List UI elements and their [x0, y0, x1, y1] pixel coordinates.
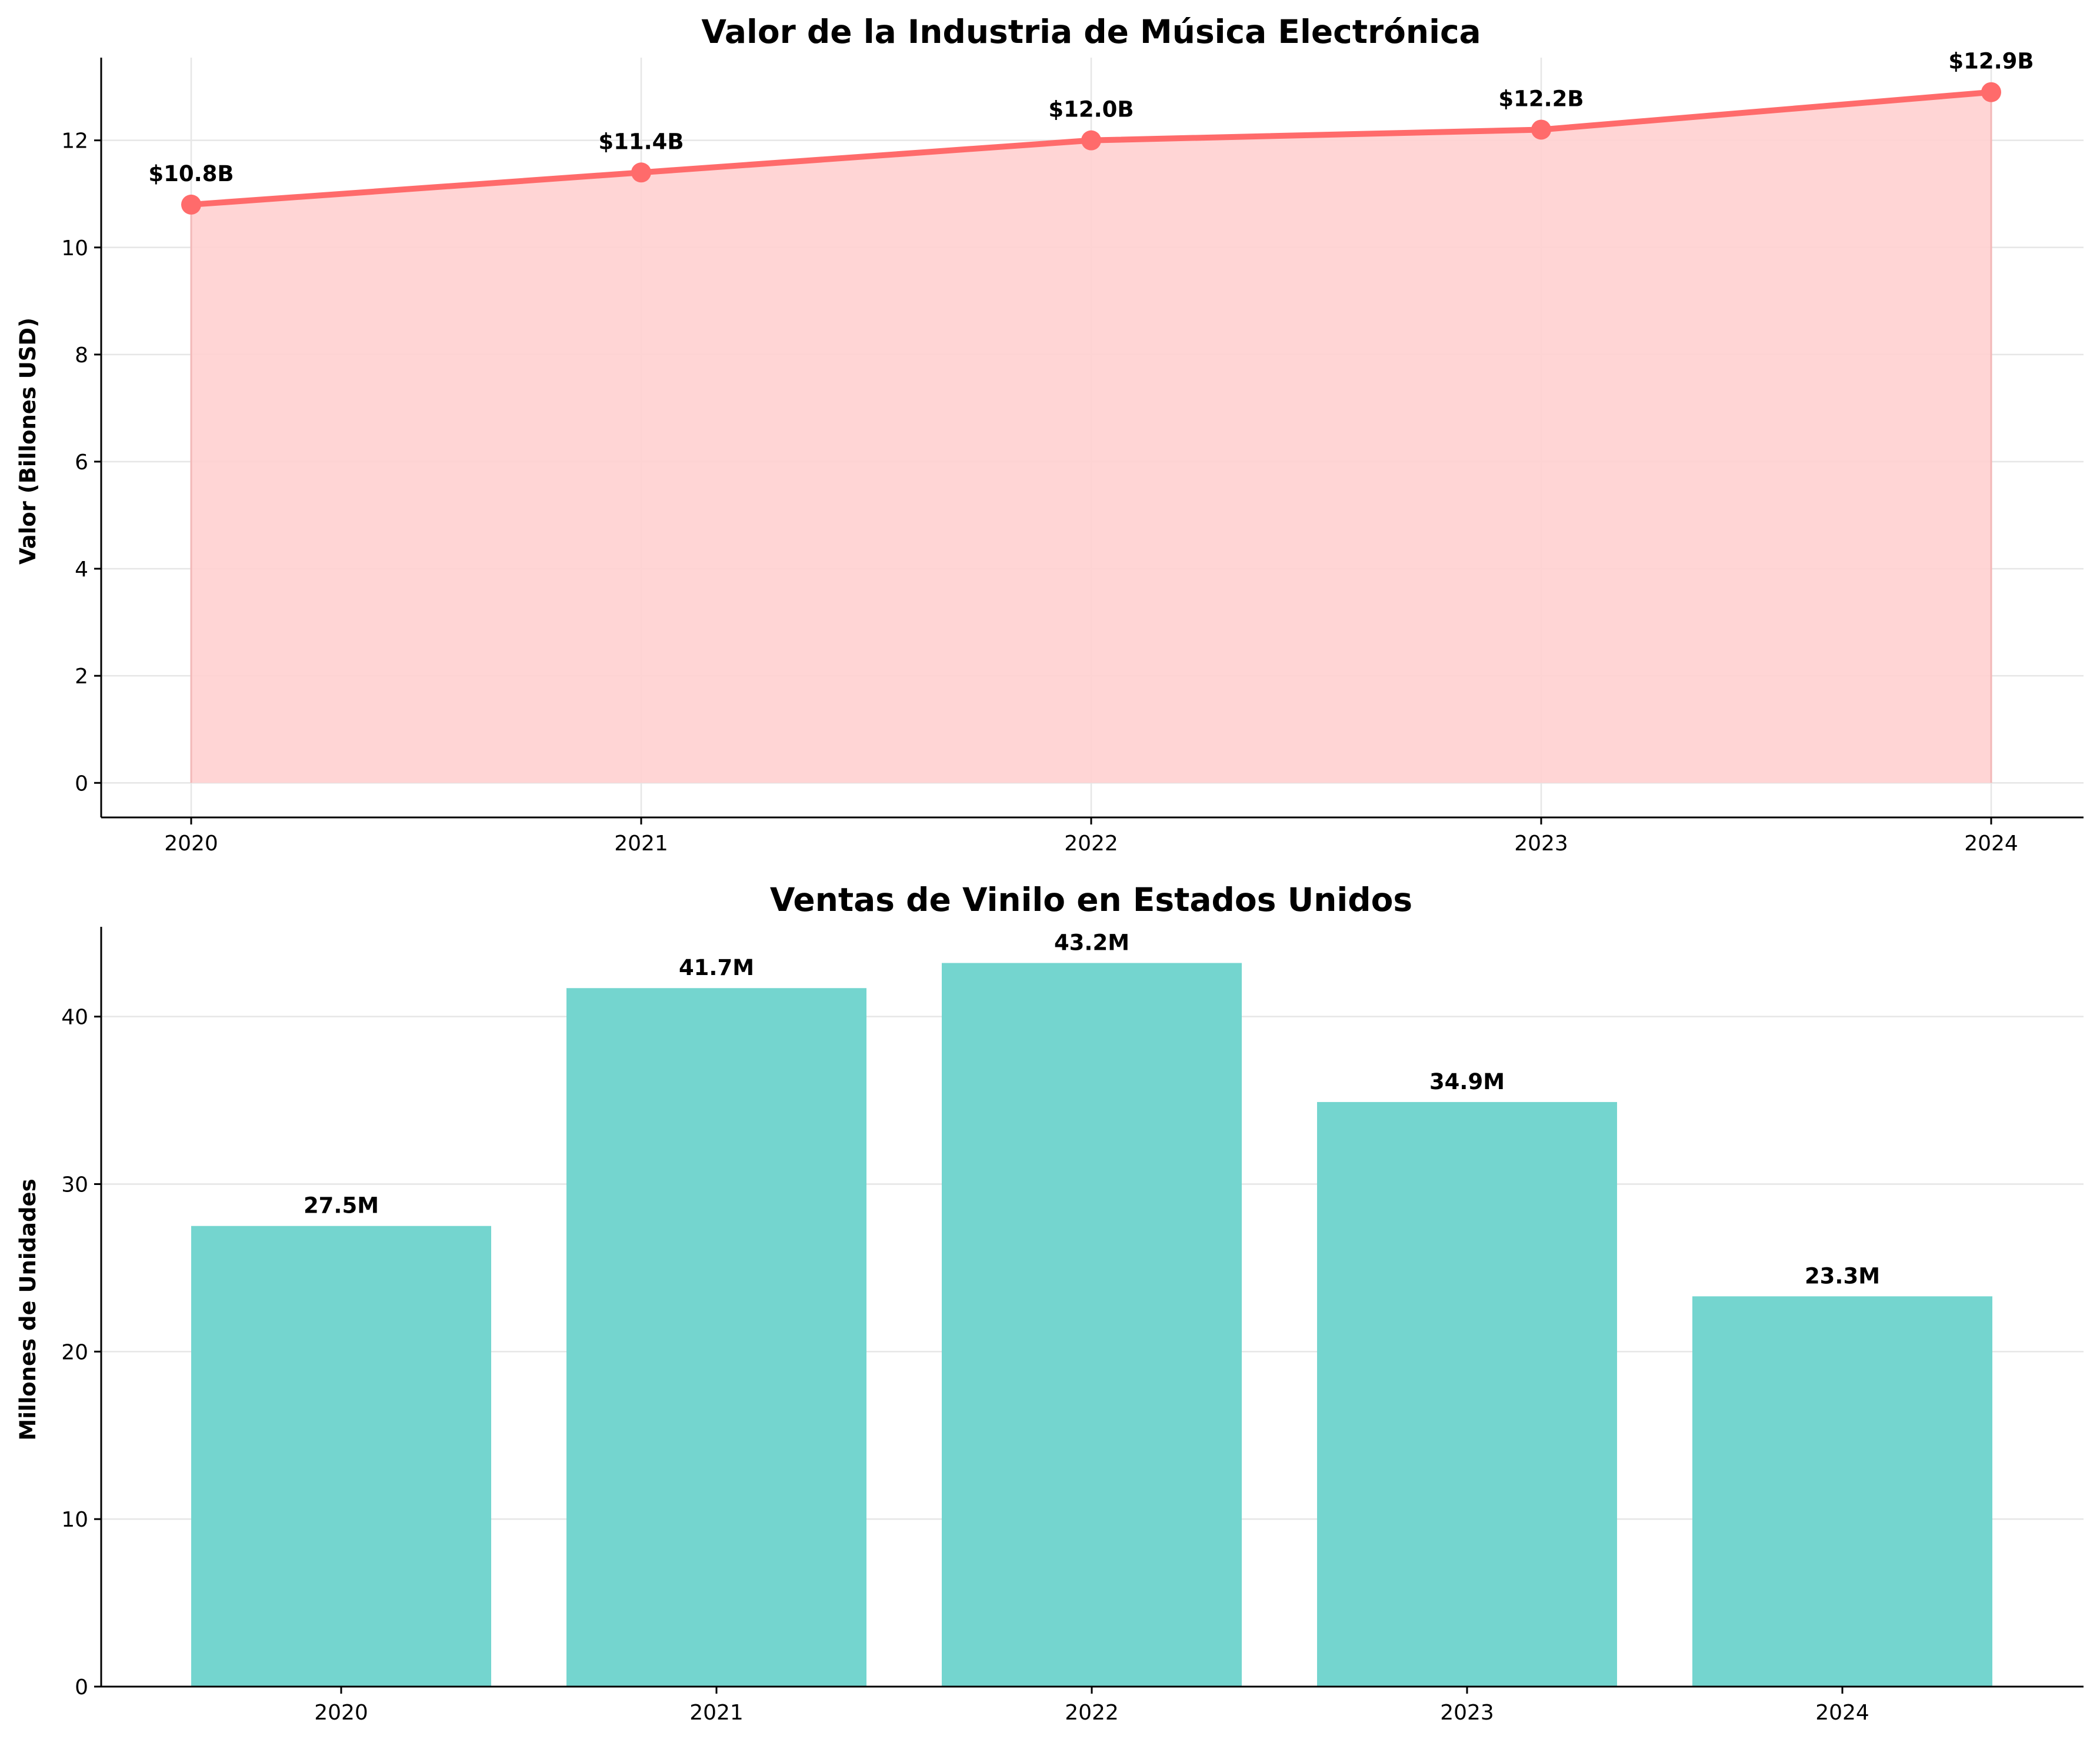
y-axis-label: Millones de Unidades [15, 1179, 41, 1440]
area-chart-industry-value: Valor de la Industria de Música Electrón… [15, 13, 2084, 856]
x-tick-label: 2021 [614, 832, 668, 856]
data-label: 43.2M [1054, 930, 1129, 956]
y-tick-label: 12 [61, 129, 88, 153]
data-label: $12.9B [1948, 49, 2034, 74]
bar [1317, 1101, 1617, 1687]
chart-title: Valor de la Industria de Música Electrón… [701, 13, 1481, 51]
data-label: $11.4B [598, 129, 684, 154]
chart-title: Ventas de Vinilo en Estados Unidos [770, 881, 1412, 919]
y-tick-label: 40 [61, 1006, 88, 1030]
data-label: $12.0B [1048, 97, 1134, 122]
x-tick-label: 2023 [1440, 1701, 1494, 1725]
data-point [1531, 119, 1551, 140]
bar-chart-vinyl-sales: Ventas de Vinilo en Estados Unidos Millo… [15, 881, 2084, 1725]
y-tick-label: 6 [75, 450, 88, 475]
y-tick-label: 0 [75, 1675, 88, 1700]
bar [191, 1226, 491, 1687]
x-tick-label: 2023 [1514, 832, 1568, 856]
data-point [631, 162, 651, 183]
area-fill [191, 92, 1991, 783]
bar [566, 988, 866, 1687]
x-tick-label: 2021 [689, 1701, 744, 1725]
data-label: 34.9M [1429, 1069, 1505, 1094]
y-tick-label: 30 [61, 1173, 88, 1197]
x-tick-label: 2022 [1065, 1701, 1119, 1725]
x-tick-label: 2022 [1064, 832, 1118, 856]
data-point [1981, 82, 2001, 102]
x-tick-label: 2024 [1964, 832, 2018, 856]
x-tick-label: 2024 [1815, 1701, 1869, 1725]
data-label: 41.7M [679, 955, 754, 980]
data-point [181, 194, 201, 215]
data-label: 23.3M [1805, 1263, 1880, 1288]
data-label: $12.2B [1498, 86, 1584, 111]
data-label: 27.5M [304, 1193, 379, 1218]
x-tick-label: 2020 [314, 1701, 368, 1725]
y-axis-label: Valor (Billones USD) [15, 318, 41, 565]
data-label: $10.8B [148, 161, 234, 186]
y-tick-label: 2 [75, 665, 88, 689]
y-tick-label: 10 [61, 236, 88, 261]
y-tick-label: 10 [61, 1508, 88, 1532]
bar [942, 963, 1242, 1687]
y-tick-label: 20 [61, 1340, 88, 1364]
y-tick-label: 4 [75, 557, 88, 582]
data-point [1081, 130, 1101, 151]
y-tick-label: 0 [75, 772, 88, 796]
x-tick-label: 2020 [164, 832, 218, 856]
y-tick-label: 8 [75, 343, 88, 368]
bar [1692, 1296, 1992, 1687]
